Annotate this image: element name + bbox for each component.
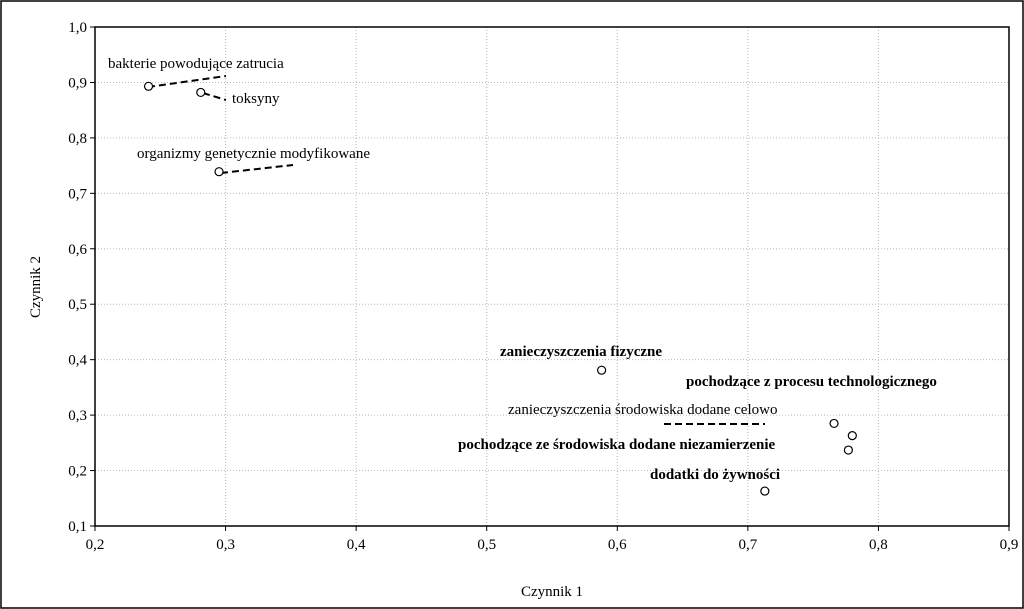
x-tick-label: 0,5 (477, 537, 496, 553)
y-axis-label: Czynnik 2 (28, 256, 44, 318)
scatter-point (829, 418, 839, 429)
scatter-point (214, 167, 224, 177)
point-label: zanieczyszczenia środowiska dodane celow… (508, 402, 777, 418)
axis-ticks: 0,2 0,3 0,4 0,5 0,6 0,7 0,8 0,9 0,1 0,2 0,3 0,4 0,5 0… (68, 20, 1018, 553)
x-tick-label: 0,2 (86, 537, 105, 553)
x-tick-label: 0,8 (869, 537, 888, 553)
point-label: bakterie powodujące zatrucia (108, 56, 284, 72)
y-tick-label: 0,9 (68, 75, 87, 91)
point-label: organizmy genetycznie modyfikowane (137, 146, 370, 162)
x-tick-label: 0,7 (738, 537, 757, 553)
y-tick-label: 0,8 (68, 131, 87, 147)
grid (95, 27, 1009, 526)
y-tick-label: 0,3 (68, 408, 87, 424)
y-tick-label: 0,2 (68, 464, 87, 480)
point-label: dodatki do żywności (650, 467, 780, 483)
x-tick-label: 0,4 (347, 537, 366, 553)
y-tick-label: 0,4 (68, 353, 87, 369)
y-tick-label: 1,0 (68, 20, 87, 36)
scatter-point (847, 431, 857, 441)
y-tick-label: 0,6 (68, 242, 87, 258)
point-labels: bakterie powodujące zatrucia toksyny organ… (108, 56, 937, 483)
scatter-point (843, 445, 853, 455)
scatter-point (143, 81, 154, 91)
scatter-point (196, 87, 206, 98)
x-axis-label: Czynnik 1 (521, 584, 583, 600)
label-leader-line (202, 92, 227, 101)
point-label: toksyny (232, 91, 280, 107)
x-tick-label: 0,6 (608, 537, 627, 553)
scatter-point (597, 365, 607, 375)
plot-area (94, 26, 1010, 527)
y-tick-label: 0,5 (68, 297, 87, 313)
point-label: pochodzące ze środowiska dodane niezamie… (458, 437, 776, 453)
point-label: zanieczyszczenia fizyczne (500, 344, 662, 360)
y-tick-label: 0,7 (68, 186, 87, 202)
point-label: pochodzące z procesu technologicznego (686, 374, 937, 390)
scatter-point (760, 486, 770, 496)
y-tick-label: 0,1 (68, 519, 87, 535)
label-leader-line (220, 164, 294, 174)
label-leader-line (147, 75, 227, 88)
data-points (143, 81, 857, 496)
x-tick-label: 0,9 (1000, 537, 1019, 553)
x-tick-label: 0,3 (216, 537, 235, 553)
label-leaders (147, 75, 765, 425)
